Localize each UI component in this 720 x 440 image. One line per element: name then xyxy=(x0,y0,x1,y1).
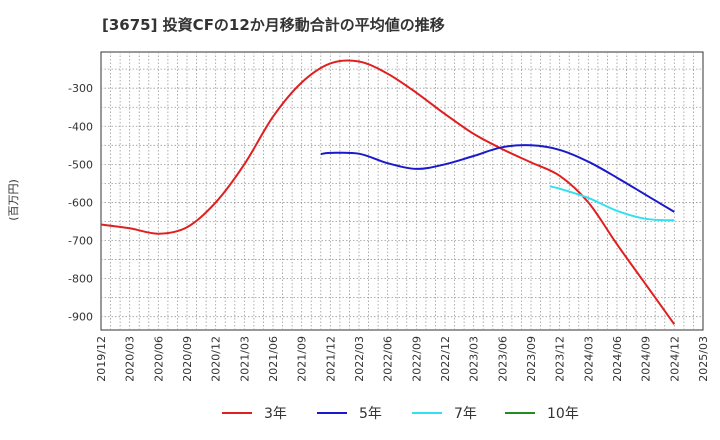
legend-label-4: 10年 xyxy=(547,406,579,422)
x-tick-label: 2020/06 xyxy=(152,336,165,382)
x-tick-label: 2024/12 xyxy=(668,336,681,382)
x-tick-label: 2025/03 xyxy=(697,336,710,382)
y-axis-label: (百万円) xyxy=(7,179,20,221)
x-tick-label: 2023/03 xyxy=(468,336,481,382)
x-axis-ticks: 2019/12 2020/03 2020/06 2020/09 2020/12 2021/… xyxy=(95,336,710,382)
x-tick-label: 2024/09 xyxy=(640,336,653,382)
y-tick-label: -900 xyxy=(68,311,93,324)
x-tick-label: 2022/09 xyxy=(410,336,423,382)
y-tick-label: -600 xyxy=(68,196,93,209)
chart-title: [3675] 投資CFの12か月移動合計の平均値の推移 xyxy=(102,16,445,34)
legend-label-3: 7年 xyxy=(454,406,477,422)
x-tick-label: 2020/12 xyxy=(210,336,223,382)
y-tick-label: -500 xyxy=(68,158,93,171)
legend-label-1: 3年 xyxy=(264,406,287,422)
x-tick-label: 2024/06 xyxy=(611,336,624,382)
x-tick-label: 2023/09 xyxy=(525,336,538,382)
series-line-1 xyxy=(100,59,676,325)
x-tick-label: 2023/12 xyxy=(554,336,567,382)
series-line-3 xyxy=(549,185,675,222)
x-tick-label: 2021/03 xyxy=(238,336,251,382)
x-tick-label: 2023/06 xyxy=(496,336,509,382)
x-tick-label: 2019/12 xyxy=(95,336,108,382)
x-tick-label: 2021/12 xyxy=(324,336,337,382)
x-tick-label: 2022/12 xyxy=(439,336,452,382)
y-tick-label: -700 xyxy=(68,235,93,248)
series-line-2 xyxy=(320,144,675,213)
x-tick-label: 2020/09 xyxy=(181,336,194,382)
x-tick-label: 2021/09 xyxy=(296,336,309,382)
legend-label-2: 5年 xyxy=(359,406,382,422)
y-tick-label: -400 xyxy=(68,120,93,133)
x-tick-label: 2022/06 xyxy=(382,336,395,382)
series-group xyxy=(100,59,676,325)
x-tick-label: 2024/03 xyxy=(582,336,595,382)
y-tick-label: -300 xyxy=(68,82,93,95)
x-tick-label: 2021/06 xyxy=(267,336,280,382)
plot-frame xyxy=(100,51,704,331)
legend: 3年 5年 7年 10年 xyxy=(222,406,579,422)
y-axis-ticks: -900 -800 -700 -600 -500 -400 -300 xyxy=(68,82,93,323)
plot-area xyxy=(100,51,704,331)
x-tick-label: 2020/03 xyxy=(124,336,137,382)
y-tick-label: -800 xyxy=(68,273,93,286)
x-tick-label: 2022/03 xyxy=(353,336,366,382)
